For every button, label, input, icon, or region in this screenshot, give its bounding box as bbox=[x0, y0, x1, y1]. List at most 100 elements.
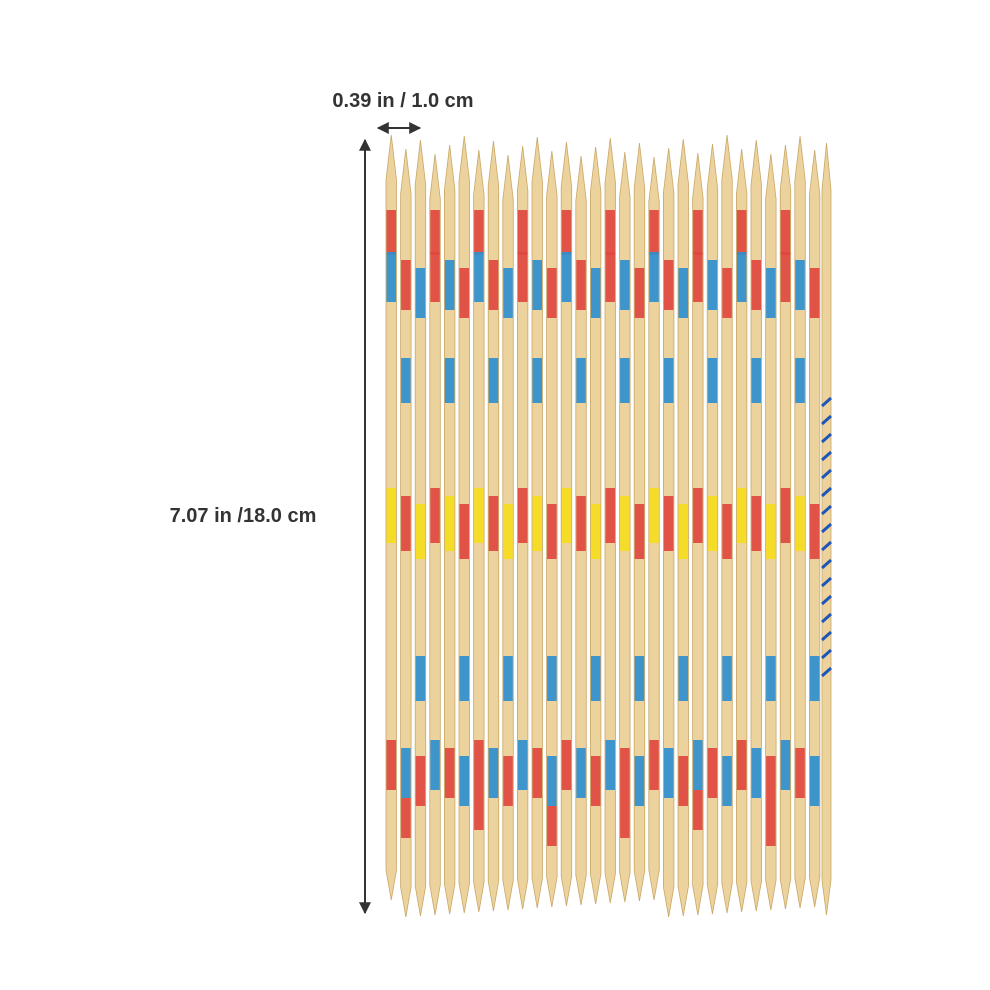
color-band bbox=[474, 488, 484, 543]
color-band bbox=[605, 740, 615, 790]
color-band bbox=[663, 260, 674, 310]
color-band bbox=[693, 210, 703, 255]
color-band bbox=[766, 756, 776, 806]
color-band bbox=[634, 656, 645, 701]
color-band bbox=[780, 740, 791, 790]
color-band bbox=[634, 268, 645, 318]
spiral-stripe bbox=[821, 666, 832, 678]
color-band bbox=[766, 504, 776, 559]
color-band bbox=[766, 656, 776, 701]
color-band bbox=[430, 488, 440, 543]
spiral-stripe bbox=[821, 450, 832, 462]
spiral-stripe bbox=[821, 486, 832, 498]
color-band bbox=[620, 358, 630, 403]
spiral-stripe bbox=[821, 414, 832, 426]
color-band bbox=[634, 504, 645, 559]
color-band bbox=[488, 358, 499, 403]
color-band bbox=[532, 496, 542, 551]
color-band bbox=[590, 268, 601, 318]
color-band bbox=[663, 748, 674, 798]
color-band bbox=[722, 504, 732, 559]
color-band bbox=[634, 756, 645, 806]
color-band bbox=[663, 358, 674, 403]
color-band bbox=[576, 358, 586, 403]
color-band bbox=[780, 252, 791, 302]
color-band bbox=[488, 496, 499, 551]
color-band bbox=[795, 358, 805, 403]
color-band bbox=[576, 496, 586, 551]
spiral-stripe bbox=[821, 504, 832, 516]
color-band bbox=[678, 504, 688, 559]
color-band bbox=[401, 748, 411, 798]
color-band bbox=[620, 798, 630, 838]
color-band bbox=[620, 748, 630, 798]
color-band bbox=[430, 210, 440, 255]
color-band bbox=[415, 268, 426, 318]
color-band bbox=[649, 740, 659, 790]
color-band bbox=[795, 496, 805, 551]
color-band bbox=[780, 488, 791, 543]
color-band bbox=[649, 488, 659, 543]
color-band bbox=[532, 748, 542, 798]
spiral-stripe bbox=[821, 468, 832, 480]
color-band bbox=[576, 260, 586, 310]
color-band bbox=[693, 488, 703, 543]
color-band bbox=[693, 252, 703, 302]
color-band bbox=[678, 268, 688, 318]
color-band bbox=[576, 748, 586, 798]
color-band bbox=[663, 496, 674, 551]
spiral-stripe bbox=[821, 648, 832, 660]
color-band bbox=[605, 488, 615, 543]
spiral-stripe bbox=[821, 612, 832, 624]
color-band bbox=[430, 740, 440, 790]
color-band bbox=[547, 268, 557, 318]
color-band bbox=[517, 740, 528, 790]
color-band bbox=[561, 488, 572, 543]
color-band bbox=[795, 260, 805, 310]
color-band bbox=[736, 488, 747, 543]
spiral-stripe bbox=[821, 522, 832, 534]
color-band bbox=[459, 756, 469, 806]
color-band bbox=[766, 268, 776, 318]
color-band bbox=[722, 656, 732, 701]
length-label: 7.07 in /18.0 cm bbox=[170, 505, 317, 527]
color-band bbox=[561, 252, 572, 302]
color-band bbox=[722, 756, 732, 806]
width-label: 0.39 in / 1.0 cm bbox=[332, 90, 473, 112]
color-band bbox=[401, 260, 411, 310]
color-band bbox=[722, 268, 732, 318]
color-band bbox=[532, 358, 542, 403]
color-band bbox=[503, 504, 513, 559]
color-band bbox=[751, 358, 761, 403]
color-band bbox=[605, 210, 615, 255]
color-band bbox=[532, 260, 542, 310]
color-band bbox=[751, 260, 761, 310]
color-band bbox=[751, 748, 761, 798]
color-band bbox=[547, 806, 557, 846]
color-band bbox=[517, 252, 528, 302]
color-band bbox=[693, 740, 703, 790]
color-band bbox=[401, 358, 411, 403]
spiral-stripe bbox=[821, 576, 832, 588]
color-band bbox=[503, 756, 513, 806]
color-band bbox=[517, 488, 528, 543]
color-band bbox=[751, 496, 761, 551]
color-band bbox=[474, 252, 484, 302]
color-band bbox=[809, 268, 820, 318]
color-band bbox=[736, 252, 747, 302]
color-band bbox=[561, 740, 572, 790]
color-band bbox=[386, 740, 396, 790]
color-band bbox=[590, 656, 601, 701]
color-band bbox=[547, 504, 557, 559]
spiral-stripe bbox=[821, 432, 832, 444]
color-band bbox=[474, 740, 484, 790]
color-band bbox=[488, 748, 499, 798]
sticks bbox=[385, 134, 832, 918]
color-band bbox=[547, 756, 557, 806]
color-band bbox=[590, 756, 601, 806]
color-band bbox=[488, 260, 499, 310]
color-band bbox=[707, 358, 718, 403]
color-band bbox=[474, 790, 484, 830]
color-band bbox=[401, 496, 411, 551]
